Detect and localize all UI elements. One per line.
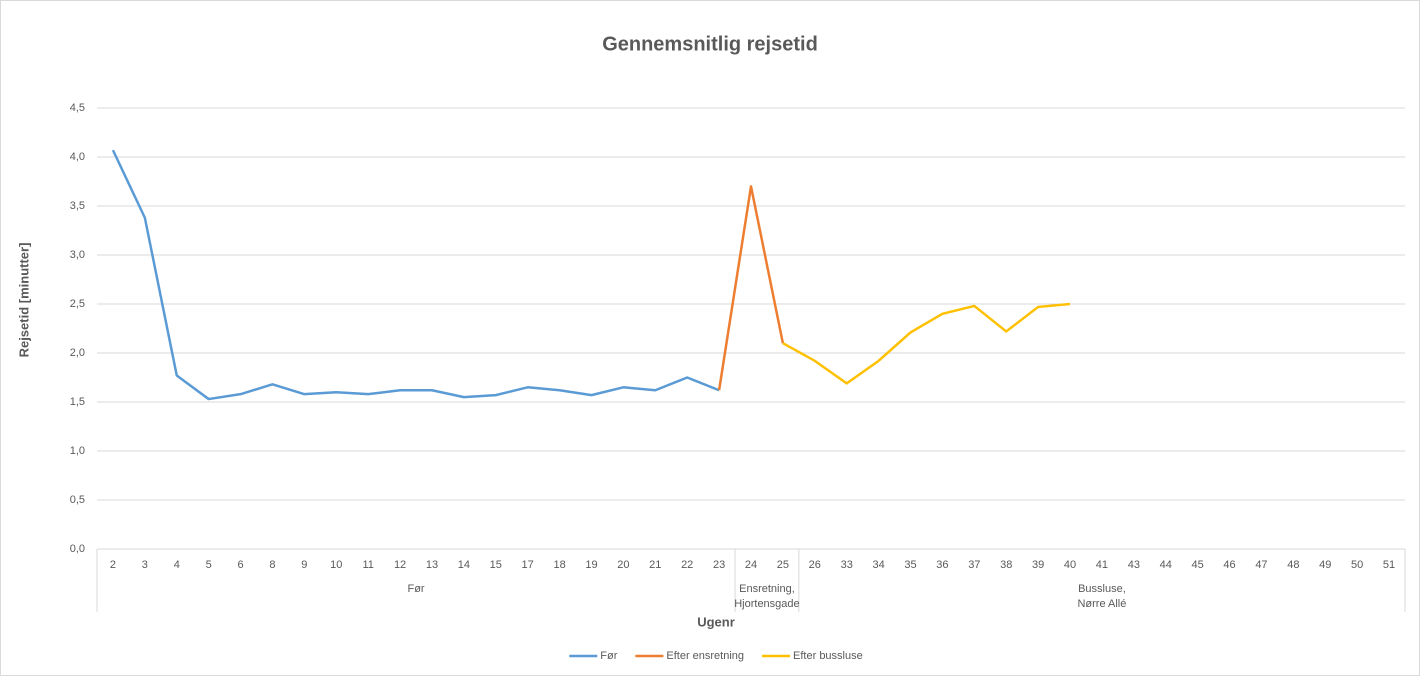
x-tick-label: 5 bbox=[206, 559, 212, 571]
y-tick-label: 0,5 bbox=[70, 494, 85, 506]
y-tick-label: 3,5 bbox=[70, 200, 85, 212]
chart-title: Gennemsnitlig rejsetid bbox=[602, 33, 818, 55]
y-tick-label: 1,0 bbox=[70, 445, 85, 457]
y-tick-label: 2,5 bbox=[70, 298, 85, 310]
x-tick-label: 20 bbox=[617, 559, 629, 571]
x-tick-label: 2 bbox=[110, 559, 116, 571]
series-line bbox=[782, 302, 1071, 385]
x-tick-label: 15 bbox=[490, 559, 502, 571]
x-tick-label: 44 bbox=[1160, 559, 1172, 571]
x-tick-label: 33 bbox=[841, 559, 853, 571]
x-tick-label: 19 bbox=[585, 559, 597, 571]
legend-label: Efter bussluse bbox=[793, 650, 863, 662]
x-tick-label: 6 bbox=[237, 559, 243, 571]
x-tick-label: 41 bbox=[1096, 559, 1108, 571]
group-label: Før bbox=[407, 583, 424, 595]
x-axis-title: Ugenr bbox=[697, 614, 735, 629]
x-tick-label: 10 bbox=[330, 559, 342, 571]
x-tick-label: 24 bbox=[745, 559, 757, 571]
series-line bbox=[111, 149, 720, 401]
x-tick-label: 23 bbox=[713, 559, 725, 571]
group-label: Nørre Allé bbox=[1077, 598, 1126, 610]
x-tick-label: 43 bbox=[1128, 559, 1140, 571]
x-tick-label: 25 bbox=[777, 559, 789, 571]
x-tick-label: 21 bbox=[649, 559, 661, 571]
series-line bbox=[717, 185, 785, 391]
x-tick-label: 8 bbox=[269, 559, 275, 571]
x-tick-label: 37 bbox=[968, 559, 980, 571]
legend: Før Efter ensretning Efter bussluse bbox=[569, 650, 863, 662]
group-label: Ensretning, bbox=[739, 583, 795, 595]
y-axis-title: Rejsetid [minutter] bbox=[16, 243, 31, 358]
y-tick-label: 2,0 bbox=[70, 347, 85, 359]
x-tick-label: 14 bbox=[458, 559, 470, 571]
group-label: Bussluse, bbox=[1078, 583, 1126, 595]
x-tick-label: 51 bbox=[1383, 559, 1395, 571]
x-tick-label: 38 bbox=[1000, 559, 1012, 571]
y-tick-label: 4,5 bbox=[70, 102, 85, 114]
x-tick-label: 4 bbox=[174, 559, 180, 571]
x-tick-label: 3 bbox=[142, 559, 148, 571]
y-tick-label: 1,5 bbox=[70, 396, 85, 408]
x-tick-label: 22 bbox=[681, 559, 693, 571]
x-tick-label: 26 bbox=[809, 559, 821, 571]
x-tick-label: 17 bbox=[522, 559, 534, 571]
x-tick-label: 11 bbox=[362, 559, 373, 571]
legend-label: Efter ensretning bbox=[666, 650, 744, 662]
x-tick-label: 13 bbox=[426, 559, 438, 571]
x-tick-label: 48 bbox=[1287, 559, 1299, 571]
x-tick-label: 36 bbox=[936, 559, 948, 571]
x-tick-label: 39 bbox=[1032, 559, 1044, 571]
x-tick-label: 47 bbox=[1255, 559, 1267, 571]
x-tick-label: 12 bbox=[394, 559, 406, 571]
group-label: Hjortensgade bbox=[734, 598, 799, 610]
x-tick-label: 46 bbox=[1223, 559, 1235, 571]
x-tick-label: 35 bbox=[904, 559, 916, 571]
x-tick-label: 45 bbox=[1192, 559, 1204, 571]
legend-label: Før bbox=[600, 650, 617, 662]
x-tick-label: 9 bbox=[301, 559, 307, 571]
x-tick-label: 34 bbox=[872, 559, 884, 571]
x-tick-label: 50 bbox=[1351, 559, 1363, 571]
y-tick-label: 4,0 bbox=[70, 151, 85, 163]
x-tick-label: 49 bbox=[1319, 559, 1331, 571]
y-tick-label: 3,0 bbox=[70, 249, 85, 261]
y-tick-label: 0,0 bbox=[70, 543, 85, 555]
x-tick-label: 40 bbox=[1064, 559, 1076, 571]
x-tick-label: 18 bbox=[553, 559, 565, 571]
